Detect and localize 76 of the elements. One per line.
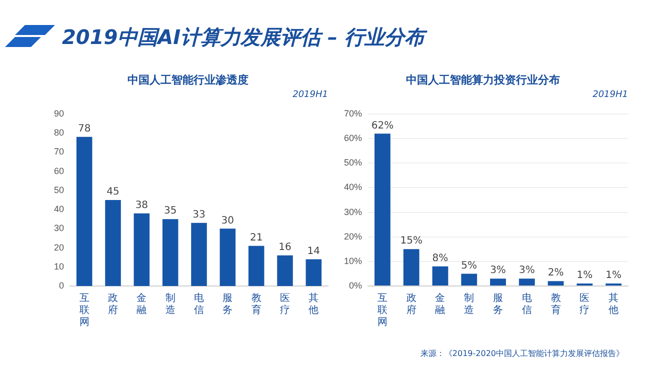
y-tick-label: 80 — [54, 128, 64, 138]
x-tick-label: 医疗 — [580, 292, 590, 316]
data-label: 35 — [164, 206, 177, 217]
data-label: 1% — [606, 270, 622, 282]
x-tick-label: 教育 — [251, 292, 262, 316]
data-label: 3% — [518, 265, 535, 276]
bar — [518, 278, 535, 286]
bar — [403, 249, 420, 286]
y-tick-label: 70 — [54, 146, 64, 157]
bar — [306, 259, 322, 286]
bar — [162, 219, 178, 286]
data-label: 30 — [221, 215, 234, 226]
data-label: 1% — [576, 270, 593, 282]
data-label: 16 — [278, 242, 292, 254]
chart-title: 中国人工智能行业渗透度 — [128, 73, 248, 86]
y-tick-label: 20 — [54, 242, 64, 252]
y-tick-label: 0% — [349, 280, 362, 290]
y-tick-label: 50% — [344, 158, 362, 168]
y-tick-label: 60 — [54, 166, 64, 176]
y-tick-label: 10% — [344, 256, 362, 266]
y-tick-label: 30% — [344, 206, 362, 217]
x-tick-label: 教育 — [550, 292, 561, 316]
data-label: 45 — [106, 186, 120, 198]
data-label: 3% — [490, 265, 506, 276]
data-label: 15% — [400, 236, 422, 247]
x-tick-label: 服务 — [493, 292, 504, 316]
y-tick-label: 50 — [54, 184, 64, 195]
y-tick-label: 40 — [54, 204, 64, 214]
y-tick-label: 40% — [344, 182, 362, 192]
bar — [191, 222, 207, 286]
bar — [277, 255, 293, 286]
x-tick-label: 互联网 — [79, 292, 90, 328]
x-tick-label: 金融 — [435, 292, 446, 316]
bar — [134, 213, 150, 286]
text: 2019中国AI计算力发展评估 – 行业分布 — [62, 24, 425, 51]
data-label: 2% — [548, 268, 564, 279]
bar — [248, 246, 264, 286]
x-tick-label: 服务 — [222, 292, 233, 316]
x-tick-label: 电信 — [194, 292, 204, 316]
bar — [490, 278, 506, 286]
bar — [105, 200, 121, 286]
x-tick-label: 电信 — [522, 292, 532, 316]
x-tick-label: 制造 — [464, 292, 474, 316]
y-tick-label: 0 — [58, 280, 64, 290]
y-tick-label: 60% — [344, 133, 362, 144]
bar — [220, 228, 236, 286]
bar — [76, 136, 92, 286]
y-tick-label: 90 — [54, 108, 64, 118]
data-label: 78 — [78, 124, 91, 135]
data-label: 38 — [135, 200, 148, 211]
x-tick-label: 政府 — [108, 292, 118, 316]
chart-title: 中国人工智能算力投资行业分布 — [406, 73, 560, 86]
data-label: 33 — [192, 210, 206, 221]
data-label: 62% — [371, 120, 394, 132]
x-tick-label: 政府 — [406, 292, 416, 316]
x-tick-label: 其他 — [608, 292, 619, 316]
bar — [432, 266, 448, 286]
y-tick-label: 30 — [54, 223, 64, 234]
bar — [461, 274, 478, 286]
y-tick-label: 10 — [54, 261, 64, 272]
data-label: 21 — [250, 232, 263, 244]
y-tick-label: 70% — [344, 108, 362, 118]
bar — [548, 281, 564, 286]
chart-subtitle: 2019H1 — [592, 90, 628, 100]
chart-subtitle: 2019H1 — [292, 90, 328, 100]
bar — [374, 134, 390, 286]
data-label: 14 — [307, 246, 320, 257]
data-label: 8% — [432, 252, 448, 264]
x-tick-label: 制造 — [165, 292, 176, 316]
source-note: 来源：《2019-2020中国人工智能计算力发展评估报告》 — [420, 348, 624, 359]
x-tick-label: 其他 — [308, 292, 319, 316]
data-label: 5% — [461, 260, 478, 272]
y-tick-label: 20% — [344, 231, 362, 242]
x-tick-label: 医疗 — [280, 292, 290, 316]
x-tick-label: 金融 — [136, 292, 147, 316]
x-tick-label: 互联网 — [377, 292, 388, 328]
